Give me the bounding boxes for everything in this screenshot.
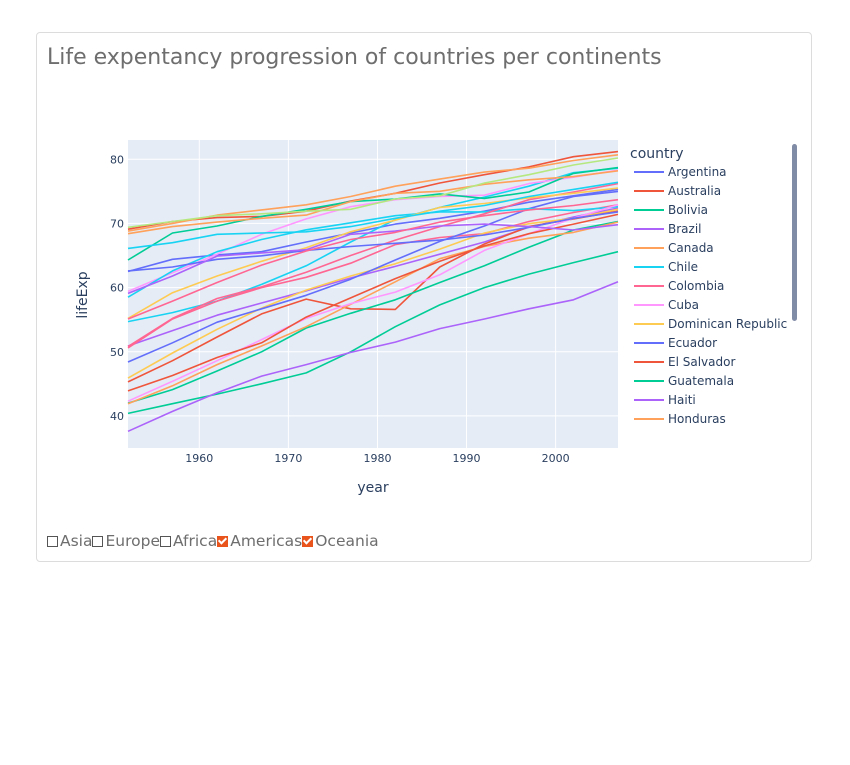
series-line-honduras[interactable] bbox=[127, 221, 619, 405]
series-line-peru[interactable] bbox=[127, 213, 619, 392]
legend-label: Brazil bbox=[668, 222, 702, 236]
checkbox-box[interactable] bbox=[302, 535, 314, 547]
legend-label: Canada bbox=[668, 241, 714, 255]
checkbox-box[interactable] bbox=[160, 535, 171, 547]
checkbox-oceania[interactable]: Oceania bbox=[302, 532, 379, 550]
legend-label: Cuba bbox=[668, 298, 699, 312]
x-tick-label: 1970 bbox=[274, 452, 302, 465]
checkbox-label: Asia bbox=[60, 532, 93, 550]
legend-item[interactable]: Haiti bbox=[634, 393, 696, 407]
series-line-puerto-rico[interactable] bbox=[127, 166, 619, 261]
legend-label: Colombia bbox=[668, 279, 724, 293]
legend-item[interactable]: Honduras bbox=[634, 412, 726, 426]
legend-item[interactable]: Guatemala bbox=[634, 374, 734, 388]
x-tick-label: 1960 bbox=[185, 452, 213, 465]
legend-item[interactable]: Australia bbox=[634, 184, 721, 198]
x-tick-label: 2000 bbox=[542, 452, 570, 465]
series-line-mexico[interactable] bbox=[127, 182, 619, 348]
legend-item[interactable]: Colombia bbox=[634, 279, 724, 293]
y-tick-label: 70 bbox=[110, 217, 124, 230]
checkbox-europe[interactable]: Europe bbox=[92, 532, 160, 550]
legend-label: Bolivia bbox=[668, 203, 708, 217]
chart-card: Life expentancy progression of countries… bbox=[36, 32, 812, 562]
series-line-venezuela[interactable] bbox=[127, 198, 619, 320]
checkbox-box[interactable] bbox=[92, 535, 104, 547]
legend-label: Argentina bbox=[668, 165, 727, 179]
y-tick-label: 80 bbox=[110, 153, 124, 166]
x-tick-label: 1990 bbox=[453, 452, 481, 465]
legend-item[interactable]: Chile bbox=[634, 260, 698, 274]
x-tick-label: 1980 bbox=[363, 452, 391, 465]
series-lines bbox=[127, 150, 619, 433]
checkbox-label: Americas bbox=[230, 532, 303, 550]
series-line-nicaragua[interactable] bbox=[127, 204, 619, 402]
series-line-chile[interactable] bbox=[127, 167, 619, 323]
x-axis-label: year bbox=[357, 480, 388, 496]
legend-item[interactable]: Brazil bbox=[634, 222, 702, 236]
legend-label: Guatemala bbox=[668, 374, 734, 388]
legend-item[interactable]: El Salvador bbox=[634, 355, 735, 369]
line-chart: 1960 1970 1980 1990 2000 40 50 60 70 80 year life… bbox=[75, 140, 797, 496]
series-line-paraguay[interactable] bbox=[127, 211, 619, 272]
series-line-united-states[interactable] bbox=[127, 170, 619, 235]
legend-label: Haiti bbox=[668, 393, 696, 407]
series-line-new-zealand[interactable] bbox=[127, 157, 619, 229]
legend-label: Dominican Republic bbox=[668, 317, 787, 331]
series-line-colombia[interactable] bbox=[127, 204, 619, 349]
checkbox-label: Oceania bbox=[315, 532, 379, 550]
legend-title: country bbox=[630, 146, 684, 162]
legend-label: Ecuador bbox=[668, 336, 717, 350]
series-line-panama[interactable] bbox=[127, 187, 619, 320]
legend-item[interactable]: Ecuador bbox=[634, 336, 717, 350]
y-tick-label: 60 bbox=[110, 282, 124, 295]
series-line-trinidad-and-tobago[interactable] bbox=[127, 223, 619, 295]
legend-label: Australia bbox=[668, 184, 721, 198]
checkbox-box[interactable] bbox=[217, 535, 229, 547]
continent-checklist: Asia Europe Africa Americas Oceania bbox=[47, 532, 379, 550]
legend[interactable]: country Argentina Australia Bolivia Brazil C… bbox=[630, 144, 797, 426]
checkbox-label: Europe bbox=[105, 532, 160, 550]
legend-items[interactable]: Argentina Australia Bolivia Brazil Canada Chi… bbox=[634, 165, 787, 426]
checkbox-box[interactable] bbox=[47, 535, 58, 547]
legend-label: El Salvador bbox=[668, 355, 735, 369]
series-line-haiti[interactable] bbox=[127, 281, 619, 433]
legend-label: Chile bbox=[668, 260, 698, 274]
checkbox-africa[interactable]: Africa bbox=[160, 532, 217, 550]
axis-ticks: 1960 1970 1980 1990 2000 40 50 60 70 80 bbox=[110, 153, 570, 465]
series-line-cuba[interactable] bbox=[127, 169, 619, 293]
legend-item[interactable]: Bolivia bbox=[634, 203, 708, 217]
checkbox-americas[interactable]: Americas bbox=[217, 532, 302, 550]
legend-scrollbar[interactable] bbox=[792, 144, 797, 321]
series-line-ecuador[interactable] bbox=[127, 190, 619, 363]
legend-item[interactable]: Argentina bbox=[634, 165, 727, 179]
legend-item[interactable]: Dominican Republic bbox=[634, 317, 787, 331]
series-line-guatemala[interactable] bbox=[127, 220, 619, 404]
y-tick-label: 40 bbox=[110, 410, 124, 423]
legend-item[interactable]: Canada bbox=[634, 241, 714, 255]
y-tick-label: 50 bbox=[110, 346, 124, 359]
legend-label: Honduras bbox=[668, 412, 726, 426]
checkbox-label: Africa bbox=[173, 532, 218, 550]
checkbox-asia[interactable]: Asia bbox=[47, 532, 92, 550]
series-line-uruguay[interactable] bbox=[127, 181, 619, 250]
legend-item[interactable]: Cuba bbox=[634, 298, 699, 312]
y-axis-label: lifeExp bbox=[75, 271, 91, 318]
chart-title: Life expentancy progression of countries… bbox=[47, 45, 662, 70]
